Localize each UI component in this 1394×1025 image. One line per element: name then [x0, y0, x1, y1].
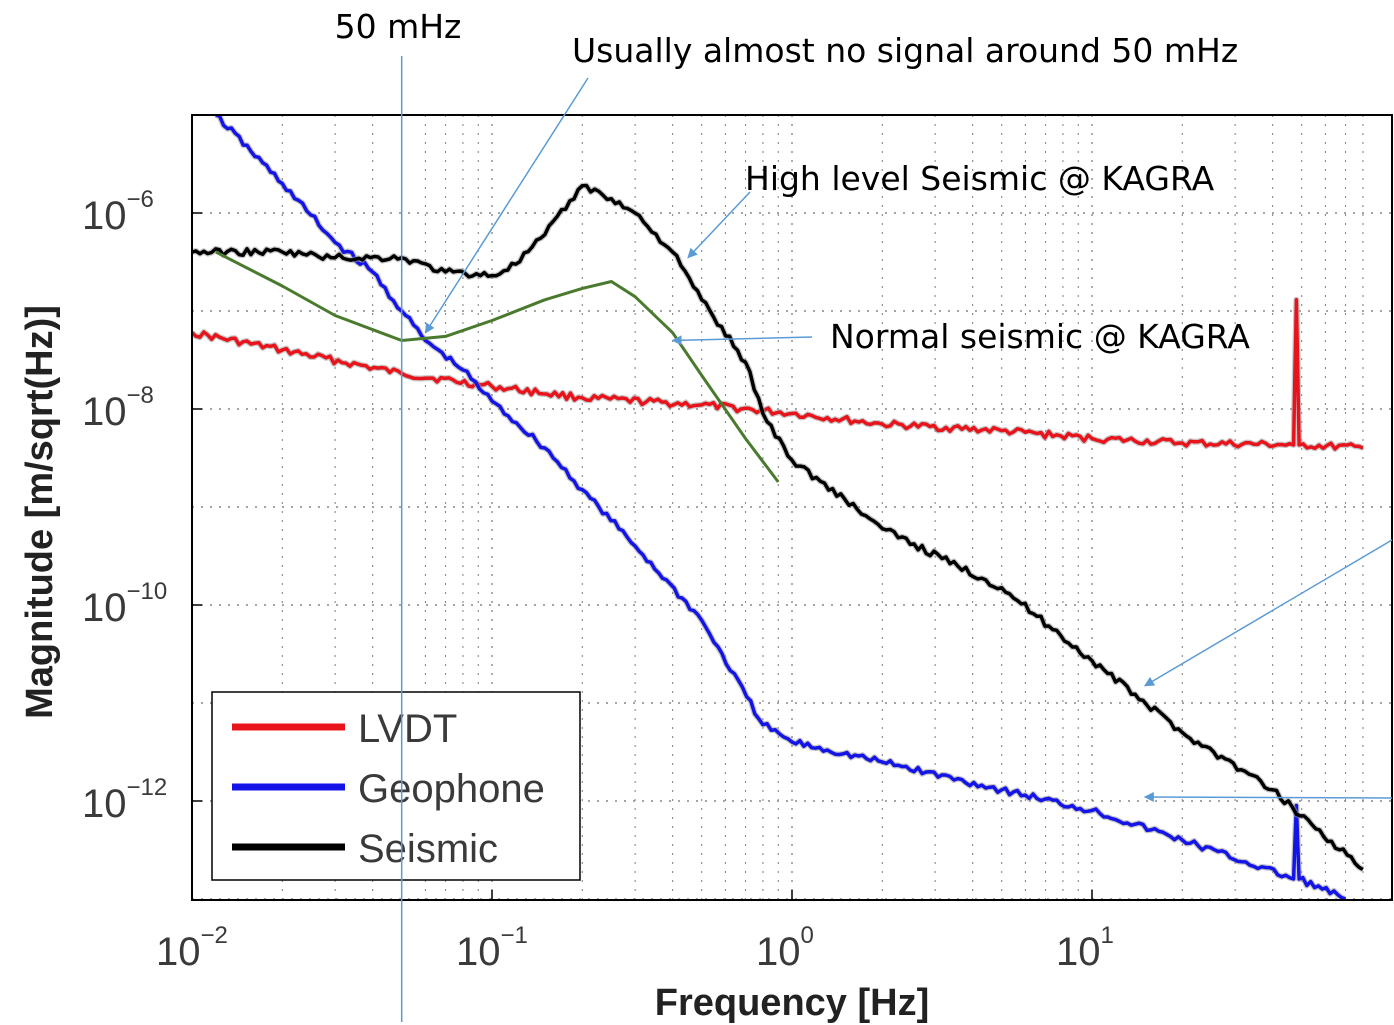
arrow-normal: [671, 335, 813, 346]
series-line-seismic: [192, 183, 1364, 872]
x-tick-label: 101: [1056, 922, 1114, 974]
legend-label-lvdt: LVDT: [358, 707, 457, 751]
y-tick-label: 10−6: [82, 186, 154, 238]
y-tick-label: 10−8: [82, 382, 154, 434]
arrow-seismic-line: [1143, 539, 1393, 687]
series-layer: [192, 115, 1365, 900]
y-tick-labels: 10−6 10−8 10−10 10−12: [82, 186, 202, 826]
annotations: 50 mHz Usually almost no signal around 5…: [335, 7, 1393, 1022]
x-tick-label: 100: [756, 922, 814, 974]
arrow-high-level: [687, 191, 751, 259]
x-tick-label: 10−2: [156, 922, 228, 974]
series-line-unlabeled: [215, 250, 780, 483]
legend-label-geophone: Geophone: [358, 767, 545, 811]
x-tick-labels: 10−2 10−1 100 101: [156, 890, 1114, 974]
annotation-50mhz: 50 mHz: [335, 7, 462, 46]
legend-label-seismic: Seismic: [358, 827, 498, 871]
x-axis-title: Frequency [Hz]: [655, 982, 929, 1024]
arrow-no-signal: [424, 77, 589, 334]
arrow-geophone-line: [1143, 791, 1393, 802]
y-axis-title: Magnitude [m/sqrt(Hz)]: [19, 305, 61, 719]
y-tick-label: 10−10: [82, 578, 167, 630]
legend: LVDT Geophone Seismic: [211, 691, 581, 881]
annotation-normal: Normal seismic @ KAGRA: [830, 317, 1250, 356]
series-line-lvdt: [192, 298, 1364, 451]
annotation-high-level: High level Seismic @ KAGRA: [745, 159, 1215, 198]
x-tick-label: 10−1: [456, 922, 528, 974]
annotation-no-signal: Usually almost no signal around 50 mHz: [572, 31, 1238, 70]
y-tick-label: 10−12: [82, 774, 167, 826]
series-line-geophone: [215, 115, 1347, 900]
